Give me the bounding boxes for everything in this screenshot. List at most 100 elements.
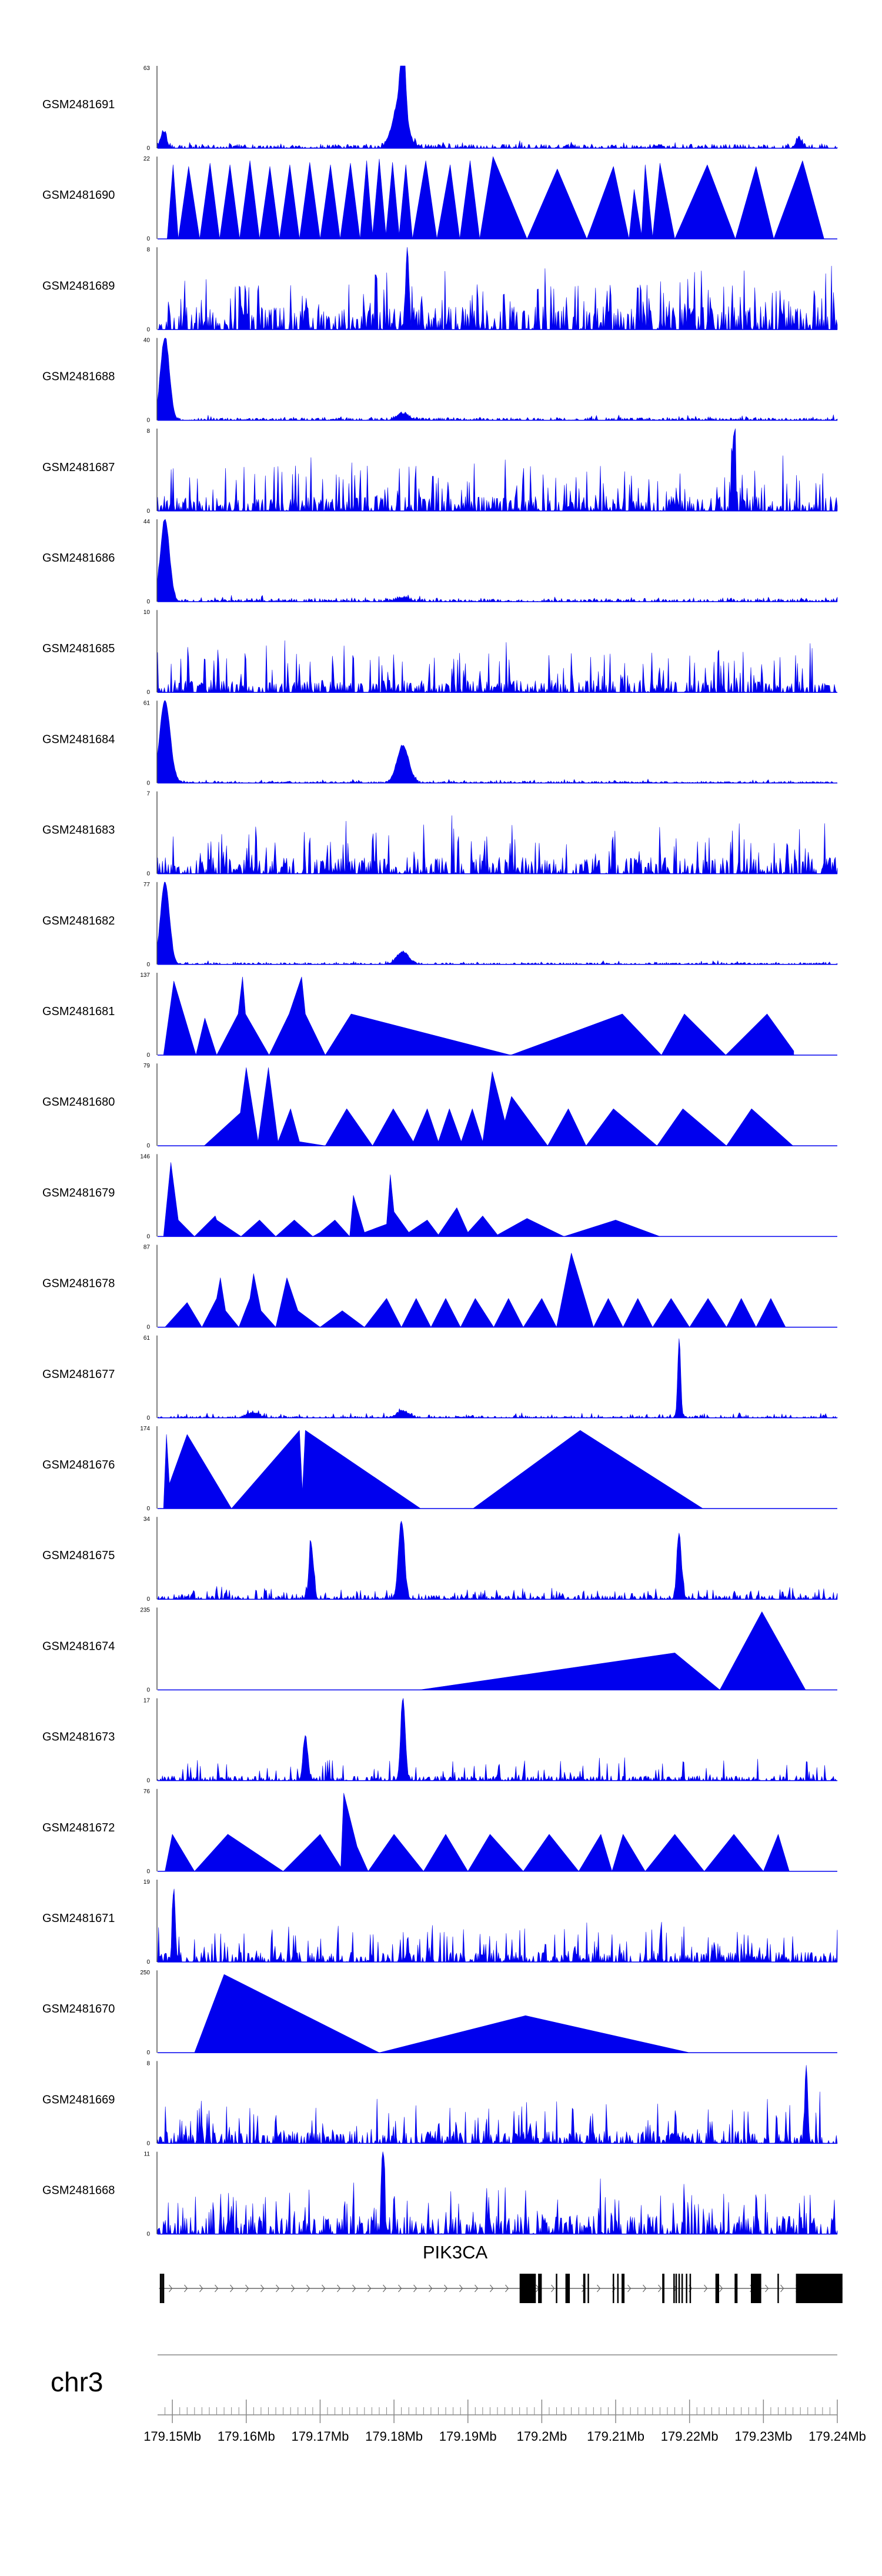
track-label: GSM2481668 [42,2184,115,2197]
coverage-area [157,1338,838,1419]
exon [777,2274,779,2303]
exon [583,2274,586,2303]
coverage-area [165,1253,786,1327]
coverage-area [157,2065,838,2144]
track-GSM2481682: GSM2481682 77 0 [42,882,838,968]
track-ymax-label: 77 [143,882,151,888]
track-ymin-label: 0 [146,1959,150,1966]
track-ymin-label: 0 [146,2231,150,2238]
track-GSM2481679: GSM2481679 146 0 [42,1153,837,1240]
track-GSM2481678: GSM2481678 87 0 [42,1244,837,1331]
strand-arrow [260,2284,265,2293]
coverage-area [157,1888,838,1963]
track-ymax-label: 44 [143,519,151,525]
coverage-area [419,1611,806,1690]
track-ymin-label: 0 [146,236,150,242]
exon [686,2274,687,2303]
track-label: GSM2481688 [42,371,115,383]
track-ymax-label: 22 [143,156,151,162]
track-GSM2481687: GSM2481687 8 0 [42,428,838,515]
strand-arrow [245,2284,249,2293]
strand-arrow [383,2284,387,2293]
track-label: GSM2481679 [42,1186,115,1199]
track-ymin-label: 0 [146,689,150,696]
exon [159,2274,162,2303]
track-ymax-label: 146 [140,1153,150,1160]
tick-label: 179.23Mb [734,2429,792,2444]
track-GSM2481689: GSM2481689 8 0 [42,246,838,333]
track-ymin-label: 0 [146,1687,150,1693]
track-label: GSM2481675 [42,1549,115,1562]
track-label: GSM2481680 [42,1096,115,1109]
strand-arrow [337,2284,341,2293]
track-ymin-label: 0 [146,1233,150,1240]
track-label: GSM2481674 [42,1640,115,1653]
exon [538,2274,542,2303]
track-ymin-label: 0 [146,871,150,877]
exon [689,2274,691,2303]
coverage-area [157,1521,838,1600]
tick-label: 179.15Mb [143,2429,201,2444]
track-ymin-label: 0 [146,1778,150,1784]
track-label: GSM2481682 [42,915,115,927]
track-label: GSM2481684 [42,733,115,746]
strand-arrow [658,2284,662,2293]
tick-label: 179.24Mb [808,2429,866,2444]
track-GSM2481672: GSM2481672 76 0 [42,1788,837,1875]
strand-arrow [199,2284,203,2293]
coverage-area [157,247,838,330]
track-label: GSM2481671 [42,1912,115,1925]
strand-arrow [169,2284,173,2293]
coverage-area [157,428,838,512]
coverage-area [194,1974,690,2053]
tick-label: 179.21Mb [587,2429,644,2444]
track-GSM2481684: GSM2481684 61 0 [42,700,838,786]
coverage-area [163,1162,660,1237]
coverage-area [157,2151,838,2234]
track-ymax-label: 61 [143,1335,151,1342]
exon [613,2274,614,2303]
track-label: GSM2481681 [42,1005,115,1018]
track-label: GSM2481691 [42,98,115,111]
strand-arrow [398,2284,402,2293]
strand-arrow [627,2284,632,2293]
track-ymin-label: 0 [146,326,150,333]
track-ymin-label: 0 [146,2050,150,2056]
tick-label: 179.17Mb [292,2429,349,2444]
track-ymax-label: 250 [140,1970,150,1976]
track-ymin-label: 0 [146,962,150,968]
track-ymin-label: 0 [146,418,150,424]
strand-arrow [475,2284,479,2293]
tick-label: 179.16Mb [218,2429,275,2444]
coverage-area [157,1698,838,1781]
strand-arrow [780,2284,784,2293]
strand-arrow [276,2284,280,2293]
exon [617,2274,619,2303]
track-ymin-label: 0 [146,1415,150,1422]
strand-arrow [184,2284,188,2293]
track-ymax-label: 8 [146,2060,150,2067]
coverage-area [165,1793,790,1872]
gene-name-label: PIK3CA [423,2242,488,2263]
track-ymax-label: 8 [146,428,150,435]
track-ymin-label: 0 [146,1596,150,1603]
strand-arrow [429,2284,433,2293]
coverage-tracks: GSM2481691630GSM2481690220GSM248168980GS… [42,65,838,2238]
track-ymax-label: 10 [143,609,151,616]
coverage-area [157,882,838,965]
track-label: GSM2481678 [42,1277,115,1290]
strand-arrow [643,2284,647,2293]
track-label: GSM2481670 [42,2003,115,2016]
track-ymin-label: 0 [146,1052,150,1059]
track-ymax-label: 7 [146,791,150,798]
track-label: GSM2481687 [42,461,115,474]
track-ymin-label: 0 [146,1143,150,1149]
track-ymax-label: 34 [143,1516,151,1523]
track-GSM2481670: GSM2481670 250 0 [42,1970,837,2056]
coverage-area [157,519,838,602]
track-GSM2481683: GSM2481683 7 0 [42,791,838,877]
exon [715,2274,719,2303]
track-GSM2481675: GSM2481675 34 0 [42,1516,838,1603]
track-ymin-label: 0 [146,599,150,605]
coverage-area [157,815,838,874]
